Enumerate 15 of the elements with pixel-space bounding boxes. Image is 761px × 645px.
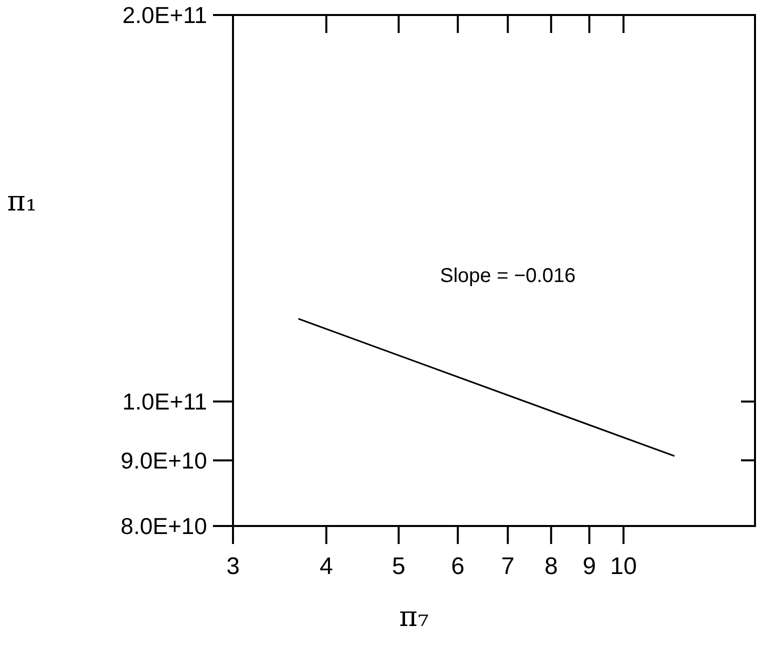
x-tick-label: 5	[392, 553, 406, 580]
y-axis-title: π₁	[7, 184, 37, 218]
x-tick-label: 10	[610, 553, 637, 580]
x-tick-label: 4	[320, 553, 333, 580]
y-tick-label: 8.0E+10	[120, 513, 207, 539]
x-tick-label: 7	[501, 553, 514, 580]
x-axis-title: π₇	[399, 600, 429, 633]
x-tick-label: 6	[451, 553, 464, 580]
y-tick-label: 1.0E+11	[122, 388, 207, 415]
x-tick-label: 9	[582, 553, 596, 580]
x-tick-label: 3	[226, 553, 240, 580]
annotation: Slope = −0.016	[440, 265, 576, 287]
y-tick-label: 9.0E+10	[120, 447, 207, 474]
x-tick-label: 8	[544, 553, 558, 580]
y-tick-label: 2.0E+11	[122, 2, 207, 28]
